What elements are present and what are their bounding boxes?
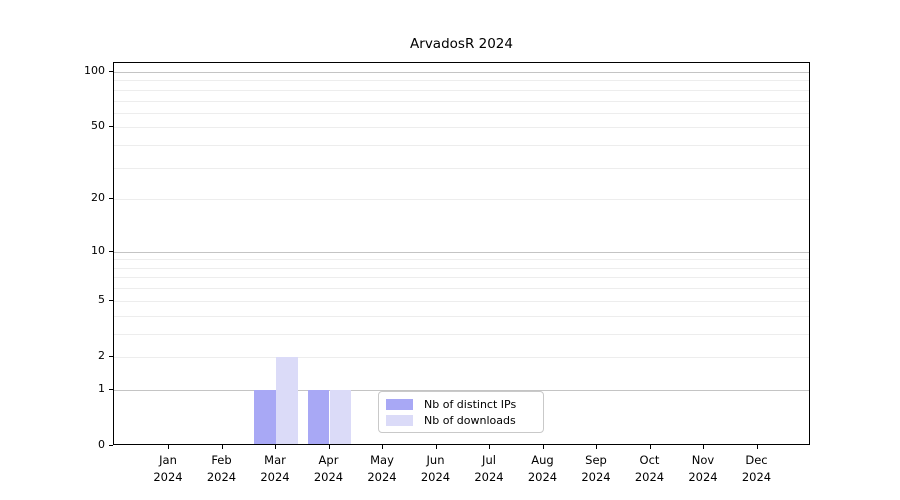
y-tick-label-5: 5: [98, 292, 105, 306]
y-tick-mark-1: [109, 388, 113, 390]
x-tick-mark-feb: [221, 445, 223, 449]
x-tick-mark-may: [382, 445, 383, 449]
x-tick-label-nov: Nov 2024: [688, 453, 718, 484]
y-tick-mark-0: [109, 445, 113, 446]
gridline-20: [114, 199, 809, 201]
x-tick-label-dec: Dec 2024: [741, 453, 772, 484]
x-tick-label-aug: Aug 2024: [527, 453, 558, 484]
x-tick-mark-sep: [596, 445, 597, 449]
gridline-10: [114, 251, 809, 253]
y-tick-mark-2: [109, 355, 113, 357]
x-tick-mark-oct: [649, 445, 651, 449]
gridline-8: [114, 267, 809, 269]
y-tick-mark-10: [109, 250, 113, 252]
y-tick-label-100: 100: [84, 64, 105, 77]
x-tick-label-jan: Jan 2024: [153, 453, 183, 484]
legend-label-distinct-ips: Nb of distinct IPs: [424, 397, 517, 411]
gridline-60: [114, 112, 809, 114]
legend-row-distinct-ips: Nb of distinct IPs: [386, 398, 535, 411]
gridline-4: [114, 315, 809, 317]
legend-swatch-downloads: [386, 414, 413, 426]
x-tick-label-mar: Mar 2024: [260, 453, 290, 484]
gridline-6: [114, 288, 809, 290]
gridline-30: [114, 167, 809, 169]
x-tick-mark-jun: [435, 445, 437, 449]
y-tick-mark-20: [109, 198, 113, 200]
plot-area: [113, 62, 810, 445]
gridline-100: [114, 72, 809, 73]
legend-label-downloads: Nb of downloads: [424, 413, 516, 427]
y-tick-label-1: 1: [98, 381, 105, 395]
legend: Nb of distinct IPs Nb of downloads: [378, 391, 544, 433]
chart-title: ArvadosR 2024: [410, 36, 513, 52]
y-tick-label-2: 2: [98, 348, 105, 362]
x-tick-mark-dec: [756, 445, 758, 449]
x-tick-label-jul: Jul 2024: [474, 453, 504, 484]
legend-swatch-distinct-ips: [386, 398, 413, 410]
x-tick-label-may: May 2024: [367, 453, 397, 484]
x-tick-mark-apr: [328, 445, 330, 449]
x-tick-mark-aug: [542, 445, 544, 449]
legend-row-downloads: Nb of downloads: [386, 414, 535, 427]
x-tick-label-feb: Feb 2024: [206, 453, 237, 484]
gridline-40: [114, 145, 809, 147]
gridline-2: [114, 356, 809, 358]
x-tick-mark-mar: [275, 445, 276, 449]
bar-downloads-apr: [329, 389, 352, 444]
bar-distinct-ips-apr: [307, 389, 330, 444]
x-tick-mark-jul: [489, 445, 490, 449]
y-tick-mark-5: [109, 299, 113, 301]
y-tick-label-20: 20: [91, 191, 105, 205]
x-tick-mark-jan: [168, 445, 169, 449]
y-tick-mark-50: [109, 126, 113, 128]
x-tick-label-apr: Apr 2024: [313, 453, 344, 484]
gridline-90: [114, 80, 809, 82]
bar-downloads-mar: [276, 356, 298, 444]
y-tick-label-10: 10: [91, 243, 105, 257]
gridline-3: [114, 333, 809, 335]
gridline-9: [114, 259, 809, 261]
x-tick-mark-nov: [703, 445, 704, 449]
gridline-1: [114, 389, 809, 391]
y-tick-label-0: 0: [98, 438, 105, 451]
gridline-80: [114, 89, 809, 91]
gridline-70: [114, 100, 809, 102]
bar-distinct-ips-mar: [254, 389, 276, 444]
y-tick-label-50: 50: [91, 119, 105, 133]
gridline-5: [114, 300, 809, 302]
x-tick-label-sep: Sep 2024: [581, 453, 611, 484]
gridline-50: [114, 127, 809, 129]
x-tick-label-jun: Jun 2024: [420, 453, 451, 484]
gridline-7: [114, 277, 809, 279]
y-tick-mark-100: [109, 71, 113, 72]
x-tick-label-oct: Oct 2024: [634, 453, 665, 484]
